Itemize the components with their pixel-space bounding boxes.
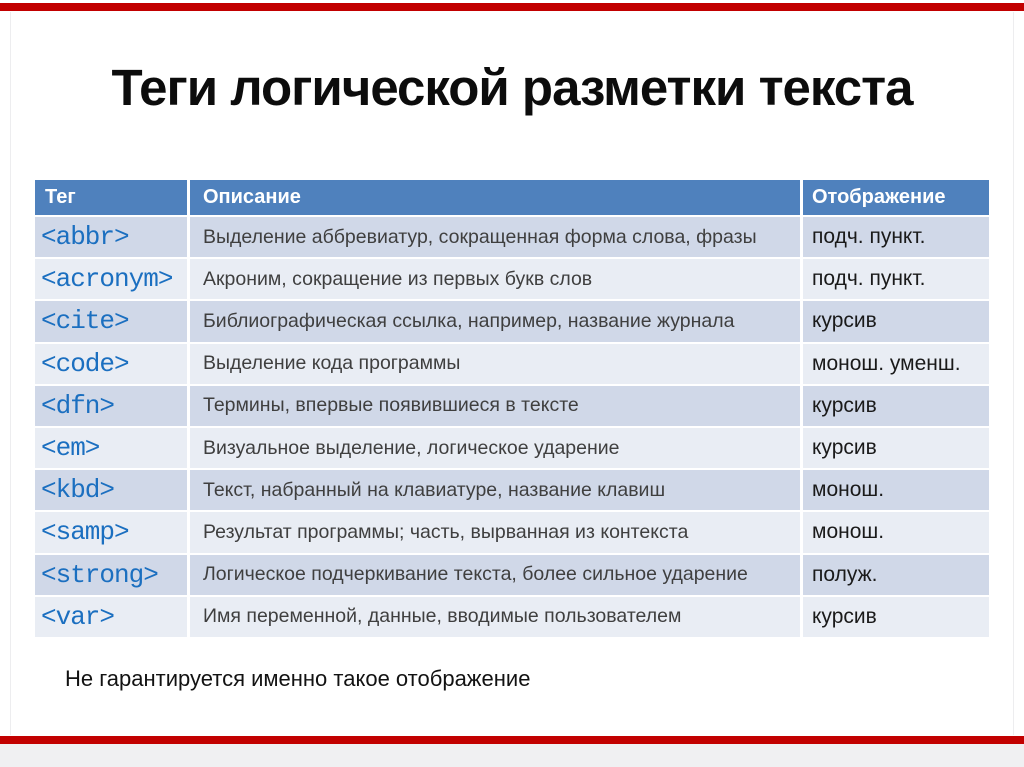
tag-cell: <var> [35, 596, 187, 637]
tag-cell: <dfn> [35, 385, 187, 426]
description-cell: Логическое подчеркивание текста, более с… [190, 554, 800, 595]
display-cell: монош. [803, 512, 989, 553]
table-row: <em> Визуальное выделение, логическое уд… [35, 427, 989, 469]
table-header-row: Тег Описание Отображение [35, 180, 989, 215]
display-cell: подч. пункт. [803, 259, 989, 300]
tags-table: Тег Описание Отображение <abbr> Выделени… [35, 180, 989, 639]
table-row: <dfn> Термины, впервые появившиеся в тек… [35, 385, 989, 426]
tag-cell: <em> [35, 427, 187, 469]
description-cell: Термины, впервые появившиеся в тексте [190, 385, 800, 426]
display-cell: курсив [803, 301, 989, 342]
description-cell: Библиографическая ссылка, например, назв… [190, 301, 800, 342]
tag-cell: <strong> [35, 554, 187, 595]
bottom-gray-strip [0, 744, 1024, 767]
header-cell-description: Описание [190, 180, 800, 215]
description-cell: Выделение аббревиатур, сокращенная форма… [190, 217, 800, 258]
tag-cell: <abbr> [35, 217, 187, 258]
description-cell: Акроним, сокращение из первых букв слов [190, 259, 800, 300]
tag-cell: <cite> [35, 301, 187, 342]
header-cell-tag: Тег [35, 180, 187, 215]
display-cell: подч. пункт. [803, 217, 989, 258]
display-cell: монош. уменш. [803, 343, 989, 384]
tag-cell: <kbd> [35, 470, 187, 511]
table-row: <var> Имя переменной, данные, вводимые п… [35, 596, 989, 637]
table-row: <abbr> Выделение аббревиатур, сокращенна… [35, 217, 989, 258]
top-accent-bar [0, 3, 1024, 11]
slide-frame-right [1013, 12, 1014, 735]
description-cell: Имя переменной, данные, вводимые пользов… [190, 596, 800, 637]
table-row: <acronym> Акроним, сокращение из первых … [35, 259, 989, 300]
display-cell: курсив [803, 427, 989, 469]
tag-cell: <samp> [35, 512, 187, 553]
table-row: <kbd> Текст, набранный на клавиатуре, на… [35, 470, 989, 511]
description-cell: Выделение кода программы [190, 343, 800, 384]
tag-cell: <acronym> [35, 259, 187, 300]
description-cell: Визуальное выделение, логическое ударени… [190, 427, 800, 469]
display-cell: монош. [803, 470, 989, 511]
slide-frame-left [10, 12, 11, 735]
table-row: <cite> Библиографическая ссылка, наприме… [35, 301, 989, 342]
description-cell: Текст, набранный на клавиатуре, название… [190, 470, 800, 511]
description-cell: Результат программы; часть, вырванная из… [190, 512, 800, 553]
display-cell: курсив [803, 385, 989, 426]
table-row: <samp> Результат программы; часть, вырва… [35, 512, 989, 553]
header-cell-display: Отображение [803, 180, 989, 215]
display-cell: курсив [803, 596, 989, 637]
page-title: Теги логической разметки текста [111, 59, 914, 116]
table-row: <strong> Логическое подчеркивание текста… [35, 554, 989, 595]
footnote: Не гарантируется именно такое отображени… [65, 666, 531, 691]
display-cell: полуж. [803, 554, 989, 595]
table-row: <code> Выделение кода программы монош. у… [35, 343, 989, 384]
tag-cell: <code> [35, 343, 187, 384]
bottom-accent-bar [0, 736, 1024, 744]
